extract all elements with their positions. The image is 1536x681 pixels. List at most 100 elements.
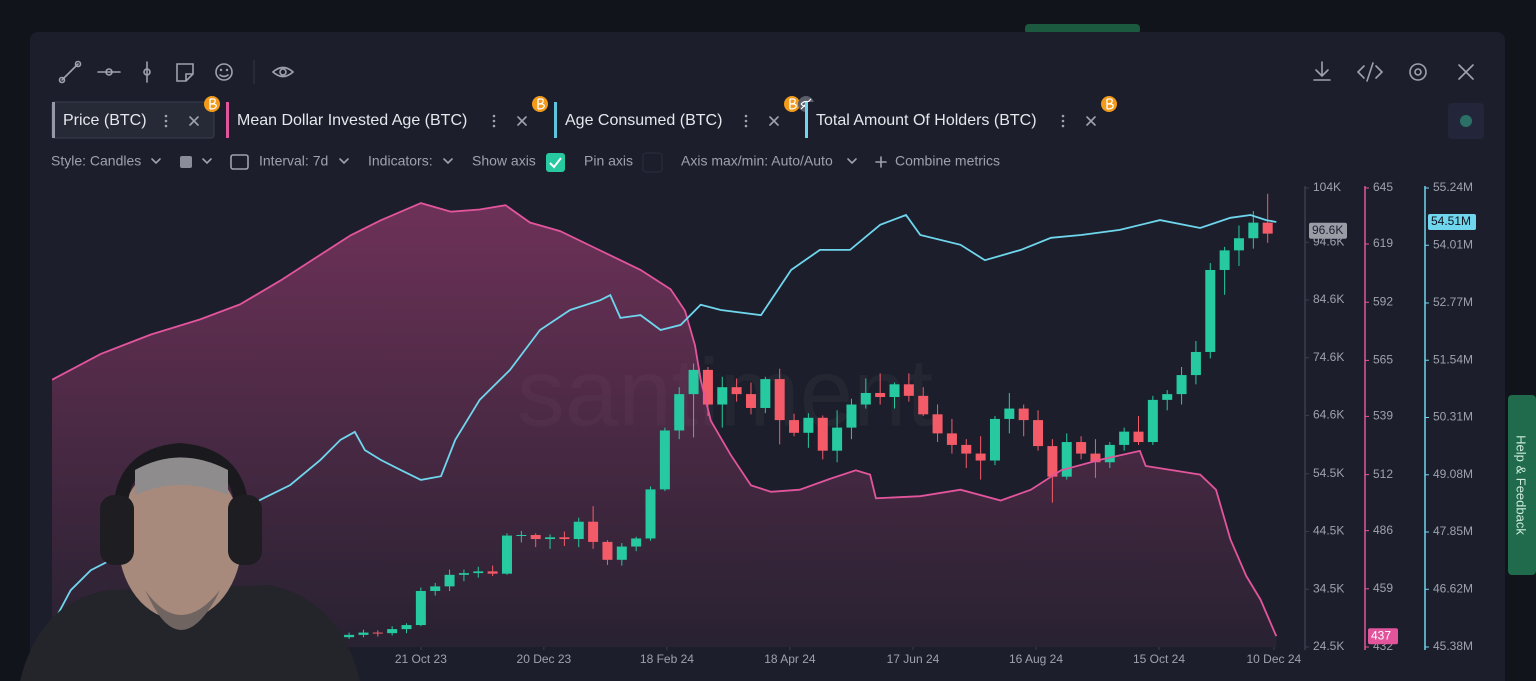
candle-body [530,534,541,540]
candle-body [458,573,469,575]
candle-body [889,384,900,398]
status-dot [1460,115,1472,127]
line [52,213,1277,626]
tab-color-bar [226,102,229,138]
candle-body [903,384,914,396]
candle-body [1248,222,1259,239]
candle-body [1018,408,1029,421]
y-tick-label: 34.5K [1313,581,1344,595]
axes: 21 Oct 23 20 Dec 23 18 Feb 24 18 Apr 24 17 J… [395,180,1476,666]
close-button[interactable] [1458,64,1474,80]
kebab-dot [492,114,496,118]
candle-body [1262,222,1273,234]
webcam-overlay [20,442,360,681]
show-axis-checkbox[interactable] [546,153,565,172]
candle-body [961,444,972,454]
horizontal-line-tool[interactable] [97,68,121,76]
y-tick-label: 619 [1373,236,1393,250]
metric-tabs: Price (BTC) Mean Dollar Invested Age (BTC… [51,96,1117,139]
chevron [339,158,349,165]
interval-select[interactable]: Interval: 7d [259,153,328,169]
visibility-tool[interactable] [271,66,295,78]
y-tick-label: 64.6K [1313,408,1344,422]
trend-line-tool[interactable] [58,60,82,84]
candle-body [717,387,728,405]
candle-body [1133,431,1144,443]
x-tick-label: 17 Jun 24 [887,652,940,666]
candle-body [616,546,627,560]
checkmark [549,157,562,169]
x-tick-label: 10 Dec 24 [1246,652,1301,666]
embed-button[interactable] [1356,62,1384,82]
candle-body [387,629,398,634]
download-button[interactable] [1313,61,1331,81]
controls: Style: Candles Interval: 7d Indicators: … [51,152,1000,173]
vertical-line-tool[interactable] [143,61,151,83]
y-tick-label: 54.01M [1433,237,1473,251]
metric-tab[interactable] [226,102,542,138]
color-picker[interactable] [180,156,192,168]
pin-axis-label: Pin axis [584,153,633,169]
tab-remove[interactable] [1086,116,1096,126]
candle-body [860,392,871,405]
tab-remove[interactable] [769,116,779,126]
y-tick-label: 45.38M [1433,639,1473,653]
candle-body [501,535,512,574]
kebab-dot [1061,124,1065,128]
candle-body [1104,444,1115,463]
candle-body [1061,442,1072,477]
candle-body [817,417,828,451]
y-tick-label: 50.31M [1433,410,1473,424]
y-tick-label: 486 [1373,523,1393,537]
y-tick-label: 46.62M [1433,581,1473,595]
y-tick-label: 459 [1373,581,1393,595]
y-tick-label: 44.5K [1313,524,1344,538]
candle-body [344,634,355,638]
combine-metrics-button[interactable]: Combine metrics [895,153,1000,169]
chevron [847,158,857,165]
candle-body [1147,399,1158,443]
indicators-select[interactable]: Indicators: [368,153,433,169]
current-value-label: 54.51M [1431,214,1471,228]
x-tick-label: 16 Aug 24 [1009,652,1063,666]
candle-body [832,427,843,451]
candle-body [1119,431,1130,445]
style-select[interactable]: Style: Candles [51,153,141,169]
y-tick-label: 104K [1313,180,1341,194]
candle-body [1004,408,1015,419]
tab-remove[interactable] [189,116,199,126]
metric-tab[interactable] [554,102,794,138]
x-tick-label: 18 Feb 24 [640,652,694,666]
help-tab[interactable] [1508,395,1536,575]
candle-body [688,369,699,395]
note-tool[interactable] [176,63,194,82]
axis-minmax-select[interactable]: Axis max/min: Auto/Auto [681,153,833,169]
y-tick-label: 52.77M [1433,295,1473,309]
y-tick-label: 592 [1373,294,1393,308]
tab-remove[interactable] [517,116,527,126]
kebab-dot [164,114,168,118]
candle-body [659,430,670,490]
candle-body [602,541,613,560]
y-tick-label: 565 [1373,353,1393,367]
bitcoin-glyph [537,98,545,110]
candle-body [588,521,599,542]
settings-button[interactable] [1409,63,1427,81]
emoji-tool[interactable] [215,63,233,81]
chevron [151,158,161,165]
pin-axis-checkbox[interactable] [642,152,663,173]
y-tick-label: 74.6K [1313,350,1344,364]
x-tick-label: 20 Dec 23 [517,652,572,666]
chevron [443,158,453,165]
candle-body [372,632,383,634]
help-label: Help & Feedback [1514,435,1529,535]
x-tick-label: 21 Oct 23 [395,652,447,666]
candle-body [1205,269,1216,352]
kebab-dot [164,119,168,123]
tab-label: Mean Dollar Invested Age (BTC) [237,112,467,129]
current-value-label: 437 [1371,628,1391,642]
y-tick-label: 539 [1373,409,1393,423]
candle-body [430,586,441,591]
metric-tab[interactable] [805,102,1111,138]
